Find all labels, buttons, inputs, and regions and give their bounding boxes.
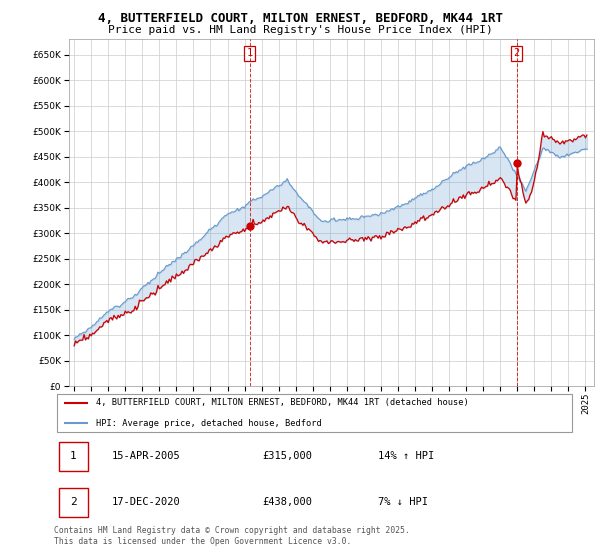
Text: 2: 2	[70, 497, 77, 507]
Text: 17-DEC-2020: 17-DEC-2020	[112, 497, 180, 507]
Text: 4, BUTTERFIELD COURT, MILTON ERNEST, BEDFORD, MK44 1RT (detached house): 4, BUTTERFIELD COURT, MILTON ERNEST, BED…	[96, 398, 469, 408]
Text: 7% ↓ HPI: 7% ↓ HPI	[377, 497, 428, 507]
Text: Price paid vs. HM Land Registry's House Price Index (HPI): Price paid vs. HM Land Registry's House …	[107, 25, 493, 35]
FancyBboxPatch shape	[56, 394, 572, 432]
Text: 14% ↑ HPI: 14% ↑ HPI	[377, 451, 434, 461]
Text: £438,000: £438,000	[263, 497, 313, 507]
Text: 15-APR-2005: 15-APR-2005	[112, 451, 180, 461]
Text: £315,000: £315,000	[263, 451, 313, 461]
Text: 4, BUTTERFIELD COURT, MILTON ERNEST, BEDFORD, MK44 1RT: 4, BUTTERFIELD COURT, MILTON ERNEST, BED…	[97, 12, 503, 25]
FancyBboxPatch shape	[59, 488, 88, 517]
Text: 1: 1	[70, 451, 77, 461]
Text: 1: 1	[247, 49, 253, 58]
Text: Contains HM Land Registry data © Crown copyright and database right 2025.
This d: Contains HM Land Registry data © Crown c…	[54, 526, 410, 546]
Text: 2: 2	[514, 49, 520, 58]
Text: HPI: Average price, detached house, Bedford: HPI: Average price, detached house, Bedf…	[96, 418, 322, 428]
FancyBboxPatch shape	[59, 442, 88, 470]
